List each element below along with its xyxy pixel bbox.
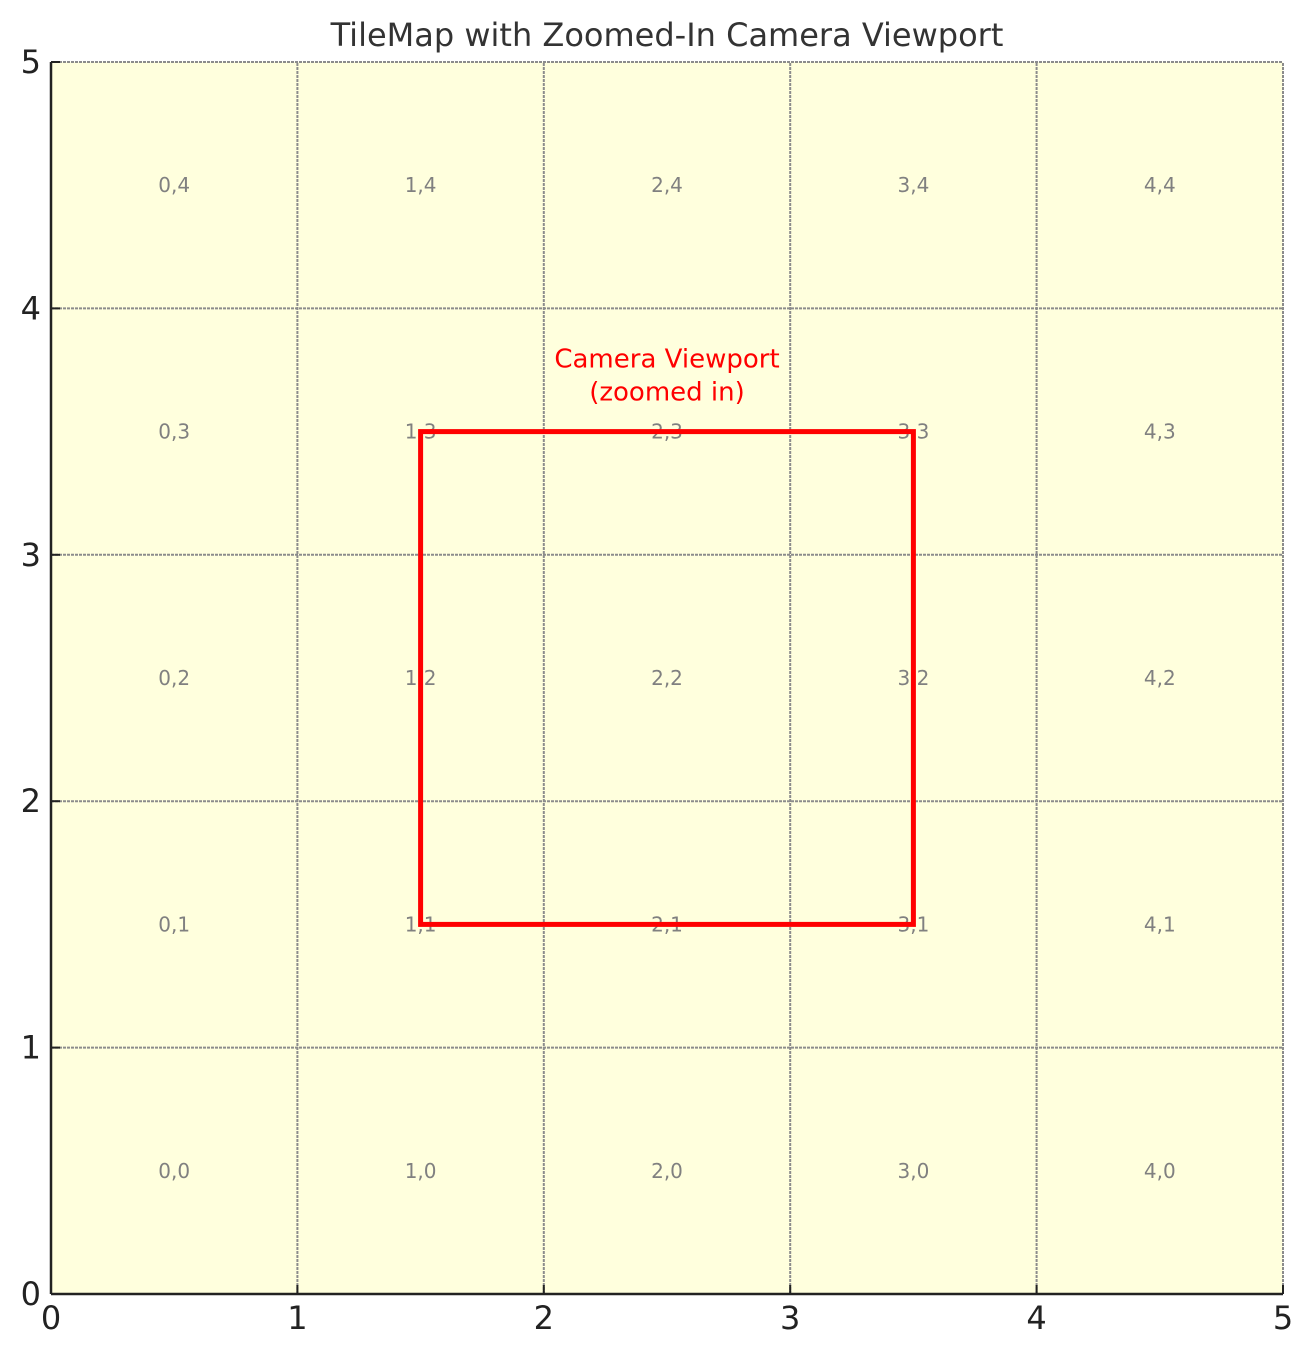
axis-layer: 0 1 2 3 4 5 0 1 2 3 4 5: [21, 43, 1294, 1337]
tile-label: 1,4: [405, 173, 437, 197]
x-tick-label: 0: [41, 1299, 61, 1337]
tile-label: 2,4: [651, 173, 683, 197]
tile-label: 0,4: [158, 173, 190, 197]
tile-1-0: [297, 1047, 544, 1294]
chart-title: TileMap with Zoomed-In Camera Viewport: [330, 16, 1004, 54]
y-tick-label: 5: [21, 43, 41, 81]
x-tick-label: 1: [287, 1299, 307, 1337]
tile-label: 4,1: [1144, 912, 1176, 936]
tile-label: 2,2: [651, 666, 683, 690]
tile-label: 3,4: [897, 173, 929, 197]
tile-label: 0,3: [158, 420, 190, 444]
x-tick-label: 5: [1273, 1299, 1293, 1337]
camera-viewport-label: (zoomed in): [589, 378, 745, 408]
tile-0-4: [51, 62, 298, 309]
tile-label: 4,4: [1144, 173, 1176, 197]
grid-layer: [51, 61, 1284, 1294]
x-tick-label: 3: [780, 1299, 800, 1337]
y-tick-label: 4: [21, 289, 41, 327]
tile-label: 4,0: [1144, 1159, 1176, 1183]
tile-3-4: [790, 62, 1037, 309]
tile-4-3: [1036, 308, 1283, 555]
y-tick-label: 2: [21, 782, 41, 820]
x-tick-label: 2: [534, 1299, 554, 1337]
tile-4-4: [1036, 62, 1283, 309]
tile-2-0: [543, 1047, 791, 1294]
tile-4-2: [1036, 554, 1283, 802]
viewport-layer: Camera Viewport(zoomed in): [418, 345, 916, 927]
tile-0-2: [51, 554, 298, 802]
y-tick-label: 0: [21, 1275, 41, 1313]
tile-0-1: [51, 801, 298, 1048]
tile-label: 2,0: [651, 1159, 683, 1183]
tile-label: 1,0: [405, 1159, 437, 1183]
tile-4-0: [1036, 1047, 1283, 1294]
tile-2-2: [543, 554, 791, 802]
tile-label: 0,0: [158, 1159, 190, 1183]
tile-label: 0,2: [158, 666, 190, 690]
tile-1-4: [297, 62, 544, 309]
y-tick-label: 3: [21, 536, 41, 574]
camera-viewport-rect: [418, 429, 916, 927]
tiles-layer: [51, 62, 1283, 1294]
tile-0-3: [51, 308, 298, 555]
x-tick-label: 4: [1026, 1299, 1046, 1337]
tile-label: 4,3: [1144, 420, 1176, 444]
tile-label: 0,1: [158, 912, 190, 936]
camera-viewport-label: Camera Viewport: [554, 345, 779, 375]
y-tick-label: 1: [21, 1029, 41, 1067]
tile-label: 4,2: [1144, 666, 1176, 690]
tile-3-0: [790, 1047, 1037, 1294]
tile-0-0: [51, 1047, 298, 1294]
tile-4-1: [1036, 801, 1283, 1048]
tile-2-4: [543, 62, 791, 309]
tile-label: 3,0: [897, 1159, 929, 1183]
